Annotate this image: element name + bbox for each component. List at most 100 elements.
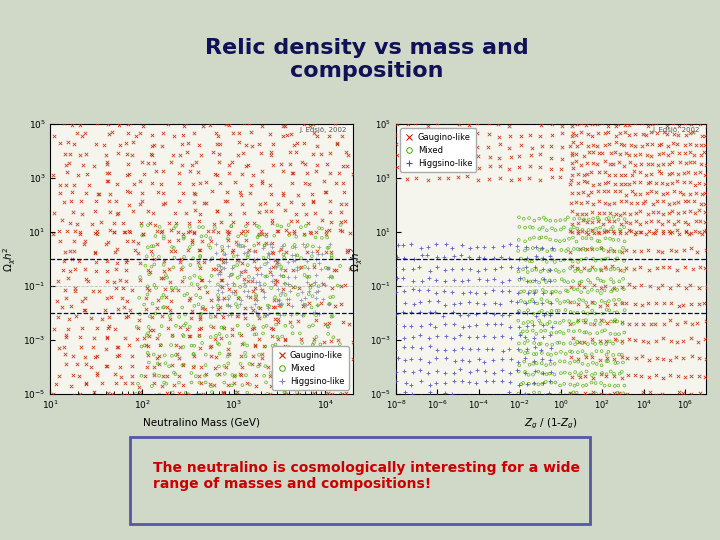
Point xyxy=(295,223,307,232)
Point xyxy=(89,247,101,256)
Point xyxy=(614,150,626,158)
Point xyxy=(218,264,230,273)
Point xyxy=(48,390,59,399)
Point xyxy=(650,119,662,127)
Point xyxy=(170,284,181,292)
Point xyxy=(207,303,218,312)
Point xyxy=(235,370,246,379)
Point xyxy=(161,273,173,282)
Point xyxy=(567,277,579,286)
Point xyxy=(615,197,626,205)
Point xyxy=(531,287,542,295)
Point xyxy=(629,392,641,400)
Point xyxy=(513,152,525,160)
Point xyxy=(657,197,668,206)
Point xyxy=(572,178,584,187)
Point xyxy=(299,242,310,251)
Point xyxy=(424,342,436,351)
Point xyxy=(580,328,592,336)
Point xyxy=(101,344,112,353)
Point xyxy=(324,240,336,249)
Point xyxy=(189,362,200,371)
Point xyxy=(143,358,155,367)
Point xyxy=(248,241,260,250)
Point xyxy=(523,173,534,182)
Point xyxy=(289,243,300,252)
Point xyxy=(84,180,95,189)
Point xyxy=(148,392,160,400)
Point xyxy=(174,313,185,321)
Point xyxy=(641,218,652,227)
Point xyxy=(63,315,75,323)
Point xyxy=(536,354,548,363)
Point xyxy=(218,250,230,259)
Point xyxy=(87,342,99,351)
Point xyxy=(629,167,640,176)
Point xyxy=(657,160,669,168)
Point xyxy=(146,141,158,150)
Point xyxy=(464,368,476,376)
Point xyxy=(608,229,619,238)
Point xyxy=(238,310,250,319)
Point xyxy=(647,200,659,209)
Point xyxy=(554,216,566,225)
Point xyxy=(320,187,331,196)
Point xyxy=(441,240,452,248)
Point xyxy=(610,209,621,218)
Point xyxy=(284,228,295,237)
Point xyxy=(571,120,582,129)
Point xyxy=(258,254,269,262)
Point xyxy=(217,242,228,251)
Point xyxy=(236,170,248,178)
Point xyxy=(289,140,300,149)
Point xyxy=(325,370,336,379)
Point xyxy=(336,227,348,235)
Point xyxy=(324,300,336,308)
Point xyxy=(424,308,436,317)
Point xyxy=(91,197,102,205)
Point xyxy=(101,160,112,168)
Point xyxy=(672,226,683,235)
Point xyxy=(392,240,403,249)
Point xyxy=(641,131,652,139)
Point xyxy=(158,167,169,176)
Point xyxy=(587,131,598,140)
Point xyxy=(192,390,203,399)
Point xyxy=(642,246,654,255)
Point xyxy=(665,299,677,308)
Point xyxy=(266,219,278,227)
Point xyxy=(287,322,298,331)
Point xyxy=(621,389,633,398)
Point xyxy=(292,291,304,299)
Point xyxy=(212,171,223,179)
Point xyxy=(700,226,711,235)
Point xyxy=(190,157,202,166)
Point xyxy=(256,285,267,293)
Point xyxy=(91,230,102,238)
Point xyxy=(284,381,295,389)
Point xyxy=(151,354,163,362)
Point xyxy=(147,299,158,308)
Point xyxy=(306,252,318,260)
Point xyxy=(641,151,652,159)
Point xyxy=(91,352,103,361)
Point xyxy=(600,298,611,307)
Point xyxy=(108,228,120,237)
Point xyxy=(645,151,657,160)
Point xyxy=(256,227,267,235)
Point xyxy=(514,331,526,340)
Point xyxy=(307,150,319,159)
Point xyxy=(553,267,564,276)
Point xyxy=(495,300,506,308)
Point xyxy=(323,300,335,308)
Point xyxy=(205,313,217,321)
Point xyxy=(439,300,451,309)
Point xyxy=(121,237,132,246)
Point xyxy=(279,341,291,350)
Point xyxy=(287,329,298,338)
Point xyxy=(536,348,548,357)
Point xyxy=(166,361,178,369)
Point xyxy=(559,298,570,306)
Point xyxy=(253,230,265,238)
Point xyxy=(220,249,231,258)
